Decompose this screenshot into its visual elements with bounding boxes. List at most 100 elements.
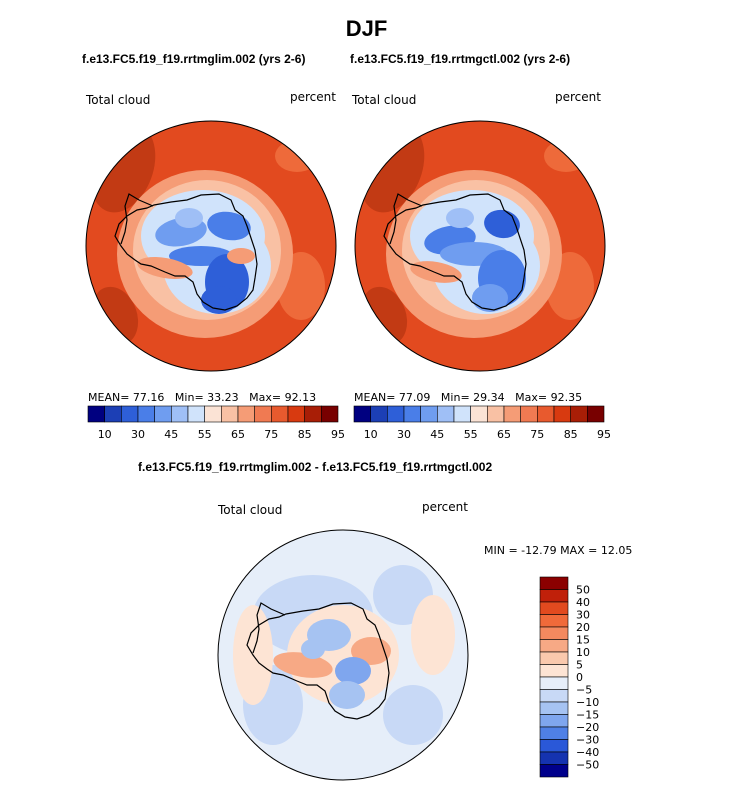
colorbar-tick-label: −40 [576, 746, 599, 759]
colorbar-swatch [486, 405, 505, 423]
panel-2-min-label: Min= [440, 391, 470, 404]
panel-1-contour-region [175, 208, 203, 228]
panel-1-contour-region [275, 140, 319, 172]
colorbar-tick-label: 30 [397, 428, 411, 441]
panel-2-contour-region [484, 209, 520, 239]
panel-3-variable-label: Total cloud [218, 503, 283, 517]
colorbar-swatch [539, 764, 569, 778]
colorbar-tick-label: 45 [430, 428, 444, 441]
panel-1-contour-region [227, 248, 255, 264]
colorbar-tick-label: 30 [576, 609, 590, 622]
panel-1-unit-label: percent [290, 90, 336, 104]
panel-3-unit-label: percent [422, 500, 468, 514]
colorbar-swatch [87, 405, 106, 423]
panel-2-variable-label: Total cloud [352, 93, 417, 107]
panel-2-mean-value: 77.09 [398, 391, 431, 404]
panel-3-contour-region [335, 657, 371, 685]
colorbar-tick-label: 15 [576, 634, 590, 647]
panel-2-max-label: Max= [515, 391, 548, 404]
panel-3-subtitle: f.e13.FC5.f19_f19.rrtmglim.002 - f.e13.F… [138, 460, 493, 474]
panel-2-stats: MEAN= 77.09 Min= 29.34 Max= 92.35 [354, 391, 582, 404]
colorbar-swatch [420, 405, 438, 423]
colorbar-tick-label: 10 [98, 428, 112, 441]
colorbar-swatch [237, 405, 256, 423]
colorbar-tick-label: 75 [264, 428, 278, 441]
panel-3-contour-region [383, 685, 443, 745]
panel-2-contour-region [410, 261, 462, 283]
colorbar-tick-label: 55 [464, 428, 478, 441]
panel-2-mean-label: MEAN= [354, 391, 396, 404]
panel-3-contour-region [273, 652, 333, 678]
colorbar-tick-label: 65 [497, 428, 511, 441]
panel-2-peninsula-coastline [389, 193, 423, 245]
colorbar-tick-label: 55 [198, 428, 212, 441]
colorbar-swatch [536, 405, 555, 423]
panel-1-max-label: Max= [249, 391, 282, 404]
colorbar-swatch [453, 405, 472, 423]
colorbar-swatch [204, 405, 222, 423]
panel-1-max-value: 92.13 [284, 391, 317, 404]
colorbar-tick-label: 95 [331, 428, 345, 441]
colorbar-swatch [520, 405, 538, 423]
panel-1-variable-label: Total cloud [86, 93, 151, 107]
colorbar-swatch [287, 405, 306, 423]
panel-2-subtitle: f.e13.FC5.f19_f19.rrtmgctl.002 (yrs 2-6) [350, 52, 571, 66]
colorbar-swatch [570, 405, 588, 423]
colorbar-swatch [539, 614, 569, 628]
panel-2-contour-region [544, 140, 588, 172]
colorbar-swatch [154, 405, 172, 423]
colorbar-swatch [386, 405, 405, 423]
colorbar-swatch [470, 405, 488, 423]
panel-3-peninsula-coastline [252, 602, 286, 654]
panel-1-contour-region [137, 257, 193, 279]
colorbar-tick-label: −20 [576, 721, 599, 734]
panel-2-contour-region [472, 284, 508, 312]
panel-1-contour-region [201, 286, 237, 314]
colorbar-swatch [353, 405, 372, 423]
panel-2-min-value: 29.34 [473, 391, 505, 404]
colorbar-swatch [221, 405, 239, 423]
panel-2-contour-region [446, 208, 474, 228]
colorbar-tick-label: 10 [364, 428, 378, 441]
panel-1-map-border [85, 120, 337, 372]
panel-2-map-border [354, 120, 606, 372]
panel-3-map-border [217, 529, 469, 781]
panel-3-contour-region [351, 637, 391, 665]
panel-1-stats: MEAN= 77.16 Min= 33.23 Max= 92.13 [88, 391, 316, 404]
panel-1-polar-map [85, 120, 337, 372]
panel-1-coastline [114, 193, 258, 311]
colorbar-swatch [270, 405, 289, 423]
colorbar-swatch [539, 739, 569, 753]
colorbar-tick-label: 40 [576, 596, 590, 609]
colorbar-tick-label: −15 [576, 709, 599, 722]
panel-1-mean-value: 77.16 [132, 391, 165, 404]
colorbar-swatch [121, 405, 139, 423]
colorbar-swatch [539, 676, 569, 690]
panel-1-colorbar: 10 30 45 55 65 75 85 95 [87, 405, 345, 441]
panel-3-contour-region [329, 681, 365, 709]
colorbar-tick-label: 0 [576, 671, 583, 684]
colorbar-swatch [539, 714, 569, 728]
panel-1-mean-label: MEAN= [88, 391, 130, 404]
colorbar-swatch [503, 405, 522, 423]
colorbar-tick-label: −30 [576, 734, 599, 747]
colorbar-tick-label: 30 [131, 428, 145, 441]
panel-3-contour-region [411, 595, 455, 675]
panel-3-polar-map [217, 529, 469, 781]
colorbar-swatch [553, 405, 572, 423]
colorbar-tick-label: −50 [576, 759, 599, 772]
colorbar-tick-label: 75 [530, 428, 544, 441]
panel-1-min-value: 33.23 [207, 391, 239, 404]
colorbar-swatch [370, 405, 388, 423]
colorbar-swatch [539, 726, 569, 740]
colorbar-swatch [539, 751, 569, 765]
colorbar-swatch [539, 576, 569, 590]
colorbar-swatch [104, 405, 122, 423]
colorbar-tick-label: 85 [298, 428, 312, 441]
colorbar-swatch [539, 589, 569, 603]
colorbar-tick-label: 65 [231, 428, 245, 441]
colorbar-swatch [436, 405, 455, 423]
colorbar-swatch [304, 405, 322, 423]
panel-1-subtitle: f.e13.FC5.f19_f19.rrtmglim.002 (yrs 2-6) [82, 52, 306, 66]
colorbar-swatch [539, 701, 569, 715]
